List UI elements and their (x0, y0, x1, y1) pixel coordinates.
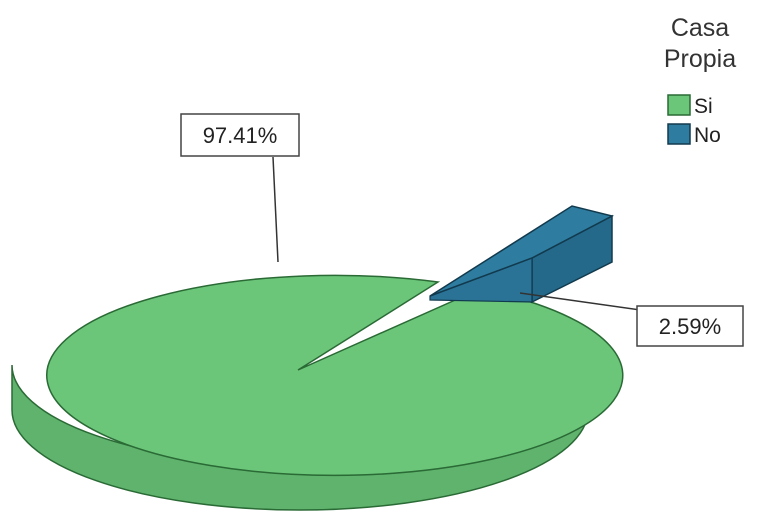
slice-no (429, 205, 615, 297)
legend: Casa Propia Si No (664, 14, 736, 147)
legend-title-line-1: Casa (671, 14, 729, 42)
data-label-si-text: 97.41% (203, 123, 278, 148)
leader-line-si (272, 156, 279, 263)
slice-si (46, 274, 624, 477)
data-label-no: 2.59% (636, 305, 744, 347)
legend-label-no: No (694, 124, 721, 147)
legend-title-line-2: Propia (664, 45, 736, 73)
legend-swatch-si (667, 94, 691, 116)
legend-label-si: Si (694, 95, 713, 118)
data-label-no-text: 2.59% (659, 314, 721, 339)
legend-swatch-no (667, 123, 691, 145)
data-label-si: 97.41% (180, 113, 300, 157)
